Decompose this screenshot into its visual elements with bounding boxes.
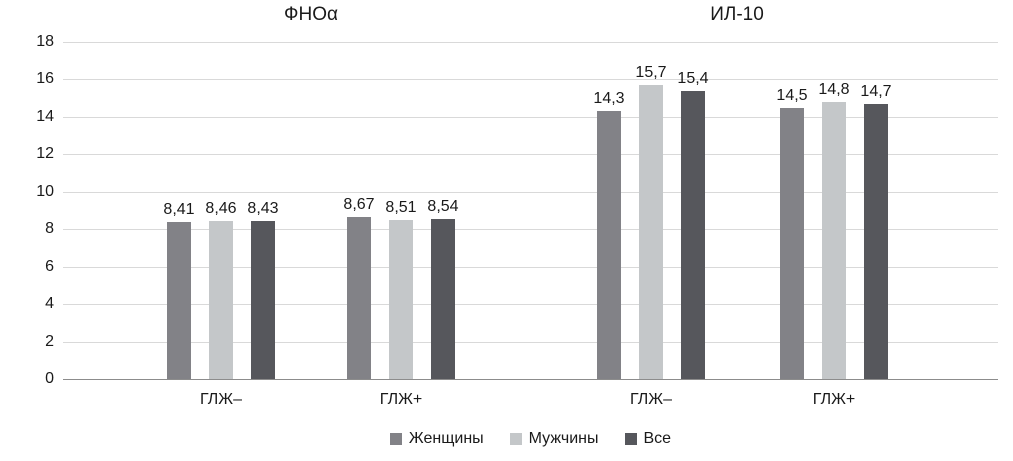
bar-value-label: 8,46 bbox=[205, 199, 237, 217]
x-axis-line bbox=[63, 379, 998, 380]
x-category-label: ГЛЖ– bbox=[630, 391, 672, 408]
legend-item-men: Мужчины bbox=[509, 430, 599, 447]
panel-title-il10: ИЛ-10 bbox=[710, 4, 764, 25]
bar-series-1 bbox=[347, 216, 371, 379]
y-tick-label: 14 bbox=[36, 107, 54, 125]
bar-series-2 bbox=[389, 219, 413, 379]
bar-series-1 bbox=[597, 111, 621, 379]
legend-item-all: Все bbox=[624, 430, 672, 447]
bar-series-2 bbox=[639, 85, 663, 379]
panel-title-fnoa: ФНОα bbox=[284, 4, 338, 25]
bar-series-1 bbox=[167, 221, 191, 379]
bar-series-3 bbox=[431, 219, 455, 379]
gridline bbox=[63, 42, 998, 43]
bar-value-label: 8,43 bbox=[247, 200, 279, 218]
gridline bbox=[63, 116, 998, 118]
legend-label: Женщины bbox=[408, 430, 484, 447]
gridline bbox=[63, 229, 998, 231]
bar-value-label: 14,3 bbox=[593, 90, 625, 108]
y-tick-label: 2 bbox=[45, 332, 54, 350]
legend: Женщины Мужчины Все bbox=[63, 431, 998, 447]
bar-value-label: 8,67 bbox=[343, 195, 375, 213]
y-tick-label: 16 bbox=[36, 70, 54, 88]
x-category-label: ГЛЖ– bbox=[200, 391, 242, 408]
legend-label: Все bbox=[643, 430, 672, 447]
bar-value-label: 14,5 bbox=[776, 86, 808, 104]
gridline bbox=[63, 154, 998, 156]
bar-value-label: 8,54 bbox=[427, 198, 459, 216]
bar-value-label: 8,51 bbox=[385, 198, 417, 216]
y-tick-label: 10 bbox=[36, 182, 54, 200]
gridline bbox=[63, 341, 998, 343]
gridline bbox=[63, 266, 998, 268]
y-tick-label: 4 bbox=[45, 295, 54, 313]
gridline bbox=[63, 191, 998, 193]
bar-value-label: 15,4 bbox=[677, 69, 709, 87]
gridline bbox=[63, 304, 998, 306]
legend-swatch-all bbox=[624, 433, 637, 445]
bar-series-2 bbox=[822, 101, 846, 379]
bar-series-2 bbox=[209, 220, 233, 379]
bar-series-3 bbox=[864, 103, 888, 379]
bar-value-label: 14,7 bbox=[860, 82, 892, 100]
bar-value-label: 15,7 bbox=[635, 64, 667, 82]
y-tick-label: 18 bbox=[36, 33, 54, 50]
bar-series-3 bbox=[251, 221, 275, 379]
y-tick-label: 8 bbox=[45, 220, 54, 238]
legend-item-women: Женщины bbox=[389, 430, 484, 447]
y-tick-label: 0 bbox=[45, 370, 54, 387]
legend-swatch-men bbox=[509, 433, 522, 445]
x-category-label: ГЛЖ+ bbox=[812, 391, 856, 408]
gridline bbox=[63, 79, 998, 81]
legend-swatch-women bbox=[389, 433, 402, 445]
x-category-label: ГЛЖ+ bbox=[379, 391, 423, 408]
y-tick-label: 12 bbox=[36, 145, 54, 163]
bar-value-label: 8,41 bbox=[163, 200, 195, 218]
bar-series-3 bbox=[681, 90, 705, 379]
bar-series-1 bbox=[780, 107, 804, 379]
legend-label: Мужчины bbox=[528, 430, 599, 447]
y-tick-label: 6 bbox=[45, 257, 54, 275]
bar-value-label: 14,8 bbox=[818, 80, 850, 98]
